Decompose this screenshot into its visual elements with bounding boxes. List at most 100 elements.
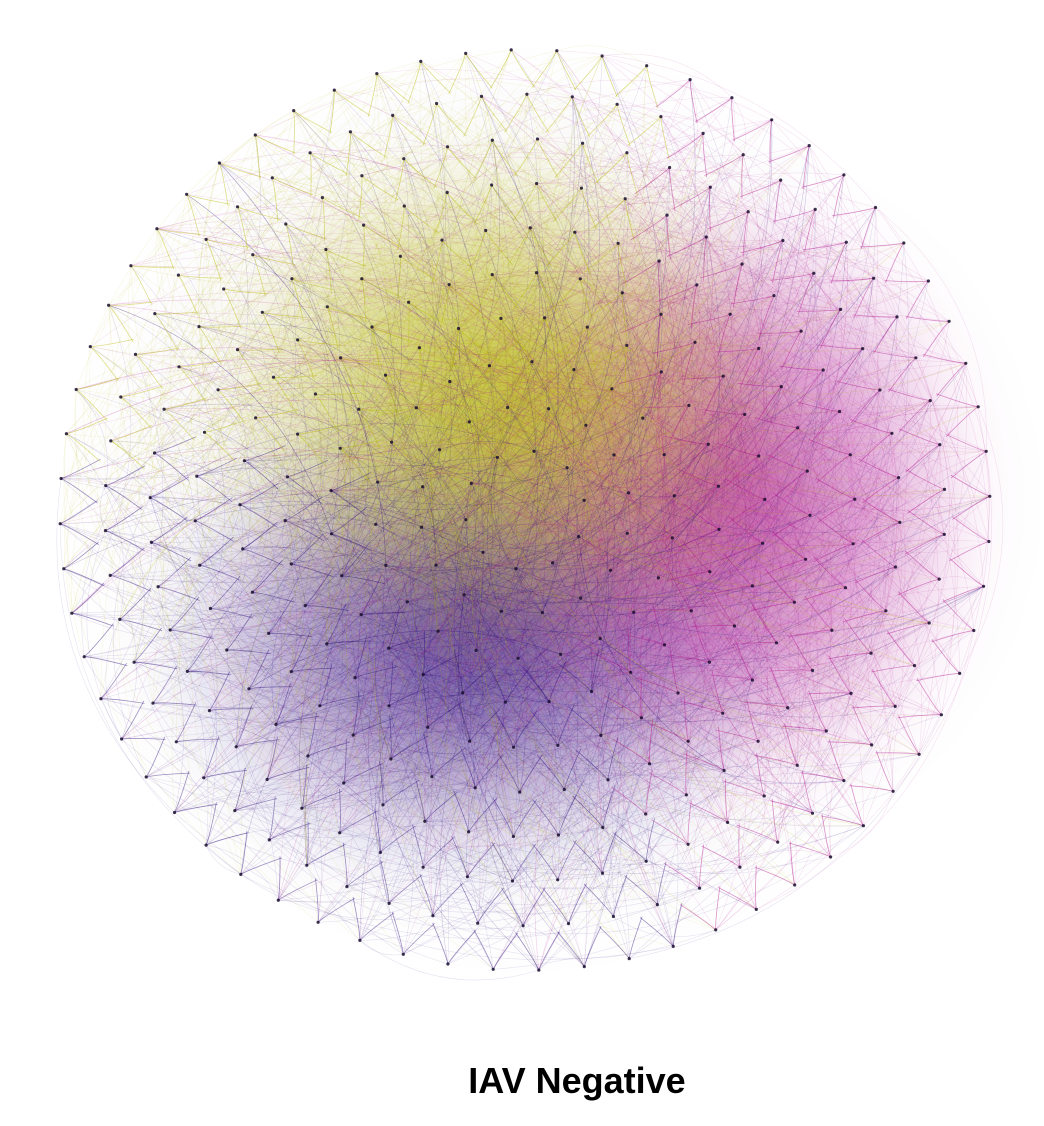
network-node <box>844 240 848 244</box>
network-node <box>289 562 293 566</box>
network-node <box>270 176 274 180</box>
network-node <box>629 670 633 674</box>
network-node <box>174 740 178 744</box>
network-node <box>487 364 491 368</box>
network-node <box>799 329 803 333</box>
network-node <box>435 101 439 106</box>
cluster-yellow-region <box>220 150 780 650</box>
network-node <box>535 137 540 141</box>
network-node <box>185 669 189 674</box>
network-node <box>503 700 507 704</box>
network-node <box>305 863 309 867</box>
network-node <box>534 271 539 275</box>
network-node <box>612 453 616 457</box>
network-node <box>610 387 614 391</box>
network-node <box>332 88 336 92</box>
network-node <box>600 871 605 875</box>
network-node <box>625 151 629 155</box>
network-node <box>421 673 425 677</box>
network-node <box>467 420 471 424</box>
network-node <box>701 131 705 135</box>
network-node <box>824 729 828 733</box>
network-node <box>555 49 559 53</box>
network-node <box>144 775 148 779</box>
network-node <box>374 522 378 526</box>
network-node <box>525 92 529 96</box>
network-node <box>578 277 582 281</box>
network-node <box>556 878 560 882</box>
network-node <box>927 621 931 625</box>
network-node <box>338 446 342 450</box>
network-node <box>419 59 423 64</box>
network-node <box>193 519 197 523</box>
network-node <box>265 777 269 782</box>
network-node <box>313 392 318 396</box>
network-node <box>781 238 785 243</box>
network-node <box>476 921 480 925</box>
network-node <box>511 834 515 839</box>
network-node <box>204 237 208 241</box>
network-node <box>746 210 750 214</box>
network-node <box>581 141 585 145</box>
network-node <box>217 161 221 165</box>
network-node <box>779 385 783 389</box>
network-node <box>490 273 494 277</box>
network-node <box>402 204 406 208</box>
network-node <box>655 903 659 907</box>
network-node <box>947 319 951 323</box>
network-node <box>762 794 766 798</box>
network-node <box>662 453 666 457</box>
network-node <box>726 820 730 825</box>
network-node <box>741 153 745 157</box>
network-node <box>64 432 68 436</box>
network-node <box>510 879 515 883</box>
network-node <box>644 859 648 863</box>
network-node <box>490 183 494 187</box>
network-node <box>234 745 238 749</box>
network-node <box>812 271 816 275</box>
network-node <box>381 803 385 807</box>
network-node <box>641 416 645 420</box>
node-petal-fans <box>60 49 990 971</box>
network-node <box>233 809 237 813</box>
network-node <box>195 474 199 478</box>
network-node <box>893 704 897 709</box>
network-node <box>119 395 123 399</box>
network-node <box>419 525 424 529</box>
network-node <box>509 48 513 52</box>
network-node <box>461 691 465 695</box>
network-node <box>468 739 472 743</box>
network-node <box>616 241 620 245</box>
network-node <box>849 691 853 696</box>
network-node <box>70 611 74 615</box>
network-node <box>648 762 652 766</box>
network-node <box>659 115 663 119</box>
network-node <box>207 709 211 713</box>
network-node <box>423 819 427 823</box>
network-node <box>813 207 817 211</box>
network-node <box>532 449 536 453</box>
network-node <box>202 430 207 434</box>
network-node <box>671 944 675 949</box>
network-node <box>708 185 712 189</box>
network-node <box>151 701 155 705</box>
network-node <box>656 576 661 580</box>
network-node <box>283 519 287 523</box>
network-node <box>324 247 328 252</box>
network-node <box>407 300 411 304</box>
network-node <box>153 312 157 316</box>
network-node <box>456 326 461 331</box>
network-node <box>389 757 393 761</box>
network-node <box>464 518 468 522</box>
network-node <box>599 733 603 738</box>
network-node <box>559 652 563 656</box>
network-node <box>490 138 494 142</box>
network-node <box>59 476 63 481</box>
network-node <box>491 967 495 971</box>
network-node <box>730 96 734 100</box>
network-node <box>431 914 435 918</box>
network-node <box>728 312 732 316</box>
network-node <box>853 497 857 501</box>
network-node <box>895 315 899 319</box>
network-node <box>897 476 901 480</box>
